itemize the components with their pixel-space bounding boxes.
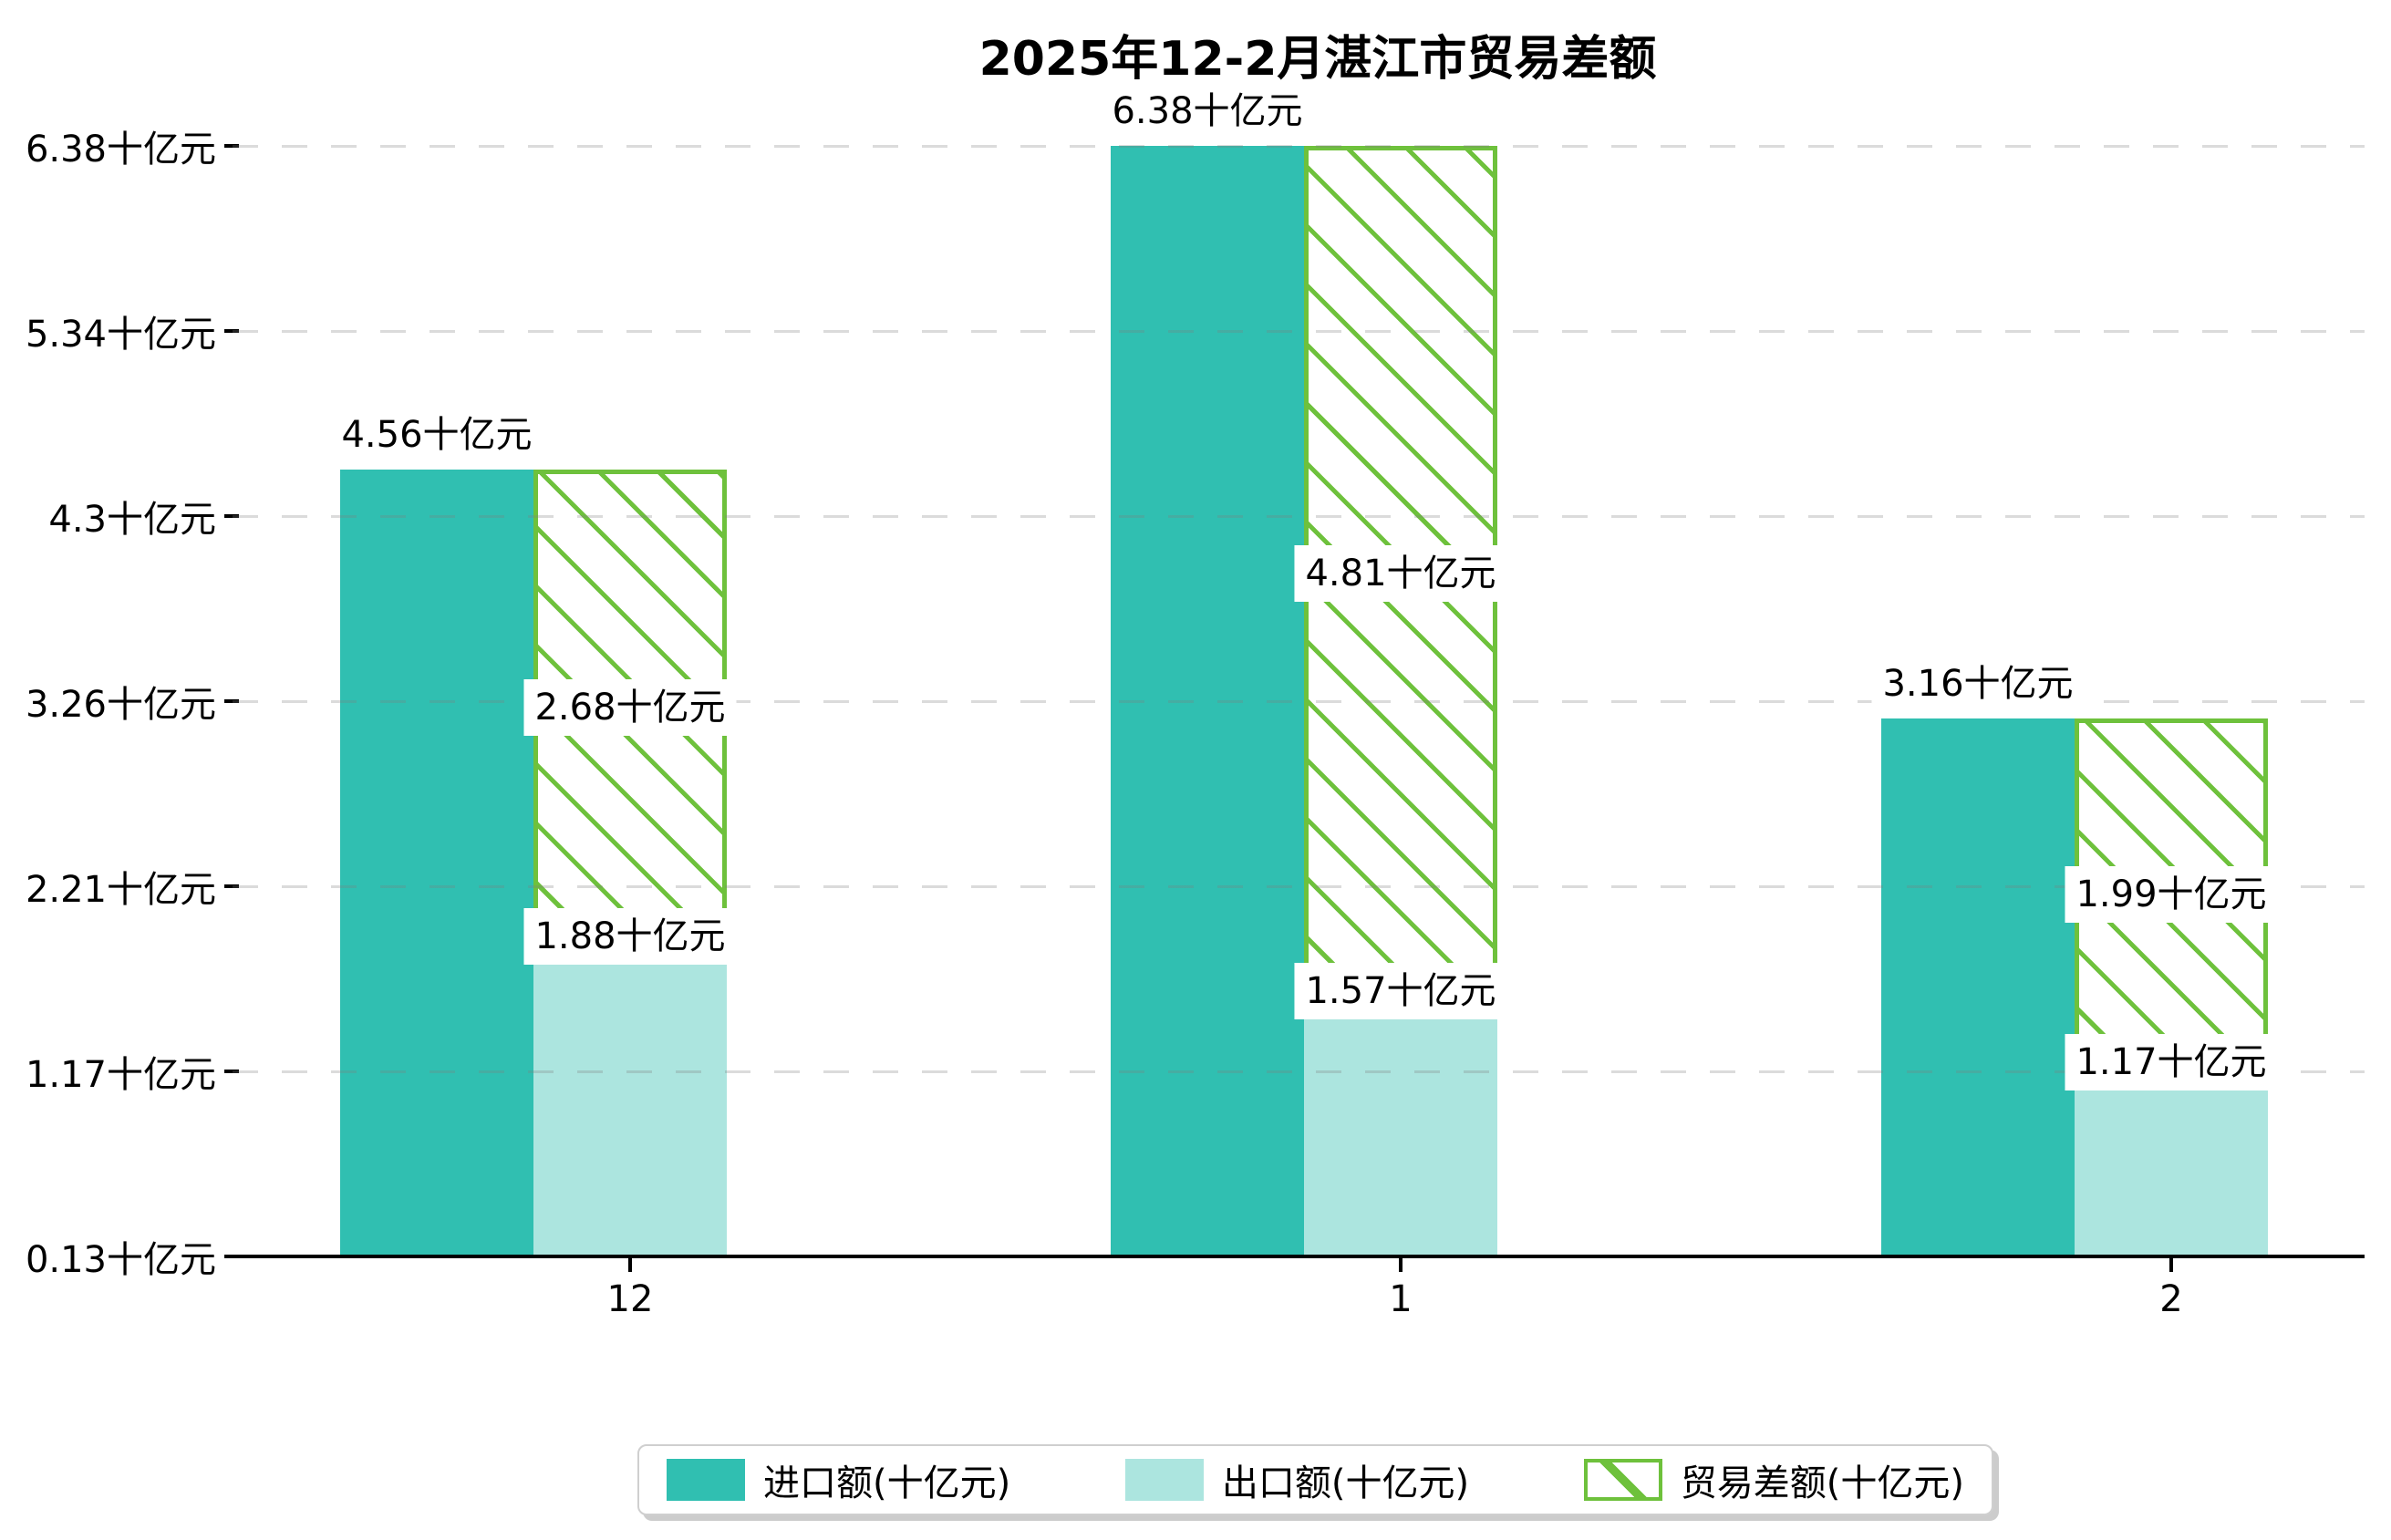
y-axis-tick-label: 5.34十亿元	[25, 314, 216, 356]
x-axis-tick-label: 12	[606, 1278, 654, 1320]
y-axis-tick-mark	[224, 144, 239, 148]
y-axis-tick-mark	[224, 1255, 239, 1258]
x-axis-tick-mark	[1399, 1258, 1403, 1272]
export-value-label: 1.57十亿元	[1294, 963, 1507, 1020]
trade-balance-value-label: 1.99十亿元	[2065, 866, 2278, 924]
y-axis-tick-label: 3.26十亿元	[25, 684, 216, 726]
export-swatch-icon	[1124, 1459, 1204, 1501]
export-value-label: 1.88十亿元	[523, 907, 737, 965]
trade-balance-value-label: 2.68十亿元	[523, 678, 737, 736]
legend-label-balance: 贸易差额(十亿元)	[1680, 1462, 1964, 1504]
export-value-label: 1.17十亿元	[2065, 1034, 2278, 1091]
x-axis-tick-mark	[2169, 1258, 2173, 1272]
legend: 进口额(十亿元) 出口额(十亿元) 贸易差额(十亿元)	[637, 1444, 1993, 1515]
chart-title: 2025年12-2月湛江市贸易差额	[978, 32, 1657, 87]
legend-label-export: 出口额(十亿元)	[1221, 1462, 1470, 1504]
y-axis-tick-label: 6.38十亿元	[25, 129, 216, 171]
legend-label-import: 进口额(十亿元)	[763, 1462, 1011, 1504]
x-axis-tick-mark	[628, 1258, 632, 1272]
import-bar	[1881, 718, 2075, 1256]
y-axis-tick-mark	[224, 884, 239, 888]
legend-entry-export: 出口额(十亿元)	[1124, 1453, 1470, 1506]
export-bar	[533, 945, 727, 1256]
y-axis-tick-mark	[224, 699, 239, 703]
y-axis-tick-label: 0.13十亿元	[25, 1239, 216, 1281]
balance-hatched-swatch-icon	[1583, 1459, 1662, 1501]
y-axis-tick-mark	[224, 513, 239, 518]
x-axis-tick-label: 2	[2159, 1278, 2183, 1320]
import-value-label: 6.38十亿元	[1101, 83, 1314, 140]
import-bar	[340, 469, 533, 1256]
import-bar	[1111, 146, 1304, 1256]
y-axis-tick-label: 2.21十亿元	[25, 869, 216, 911]
y-axis-tick-label: 1.17十亿元	[25, 1053, 216, 1096]
legend-entry-import: 进口额(十亿元)	[667, 1453, 1010, 1506]
x-axis-line	[233, 1255, 2365, 1258]
y-axis-tick-mark	[224, 1069, 239, 1073]
trade-balance-value-label: 4.81十亿元	[1294, 544, 1507, 602]
import-value-label: 4.56十亿元	[330, 406, 543, 463]
y-axis-tick-label: 4.3十亿元	[48, 498, 216, 541]
x-axis-tick-label: 1	[1389, 1278, 1413, 1320]
export-bar	[2075, 1071, 2268, 1256]
legend-entry-balance: 贸易差额(十亿元)	[1583, 1453, 1964, 1506]
y-axis-tick-mark	[224, 329, 239, 333]
import-value-label: 3.16十亿元	[1871, 655, 2085, 712]
import-swatch-icon	[667, 1459, 745, 1501]
export-bar	[1304, 1000, 1497, 1256]
